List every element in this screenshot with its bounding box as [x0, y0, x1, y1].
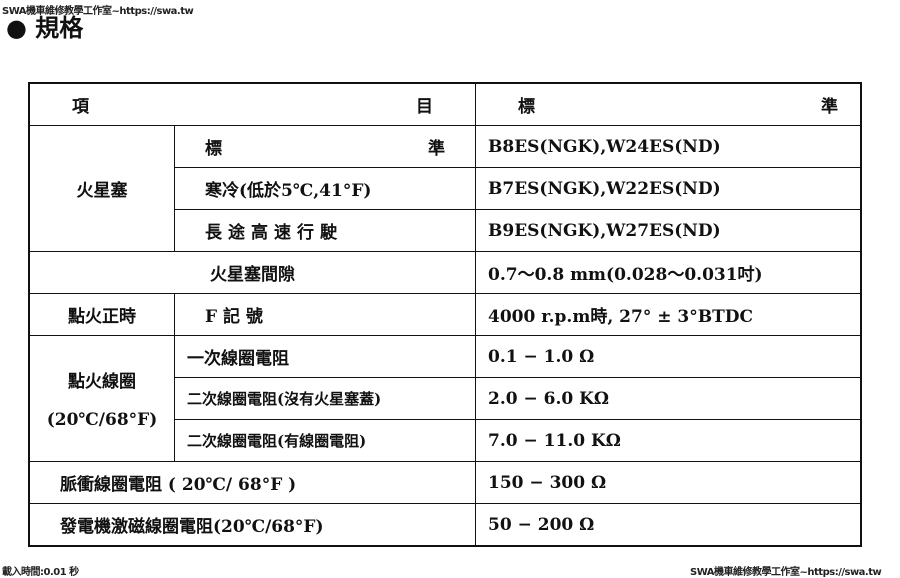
table-row: 二次線圈電阻(沒有火星塞蓋) 2.0 − 6.0 KΩ	[29, 377, 862, 420]
gap-label: 火星塞間隙	[28, 251, 476, 294]
row-name: 標	[205, 139, 222, 159]
gap-value: 0.7～0.8 mm(0.028～0.031吋)	[475, 251, 862, 294]
row-name: 二次線圈電阻(有線圈電阻)	[174, 419, 476, 462]
row-name: 準	[428, 139, 445, 159]
row-name: 一次線圈電阻	[174, 335, 476, 378]
header-std-left: 標	[518, 97, 535, 117]
row-value: 7.0 − 11.0 KΩ	[475, 419, 862, 462]
timing-value: 4000 r.p.m時, 27° ± 3°BTDC	[475, 293, 862, 336]
table-row: 點火正時 F 記 號 4000 r.p.m時, 27° ± 3°BTDC	[28, 293, 862, 336]
watermark-bottom: SWA機車維修教學工作室~https://swa.tw	[690, 567, 882, 578]
header-item-right: 目	[416, 97, 433, 117]
exciter-label: 發電機激磁線圈電阻(20℃/68°F)	[28, 503, 476, 547]
header-item-left: 項	[72, 97, 89, 117]
table-row: 火星塞間隙 0.7～0.8 mm(0.028～0.031吋)	[28, 251, 862, 294]
page-title: ● 規格	[6, 14, 84, 42]
timing-name: F 記 號	[174, 293, 476, 336]
coil-temp: (20℃/68°F)	[46, 410, 158, 430]
table-row: 火星塞 標 準 B8ES(NGK),W24ES(ND)	[28, 125, 862, 252]
spec-table: 項目 標準 火星塞 標準 B8ES(NGK),W24ES(ND) 寒冷(低於5℃…	[28, 82, 862, 547]
row-value: B9ES(NGK),W27ES(ND)	[475, 209, 862, 252]
table-row: 脈衝線圈電阻 ( 20℃/ 68°F ) 150 − 300 Ω	[28, 461, 862, 504]
timing-label: 點火正時	[28, 293, 175, 336]
table-header: 項目 標準	[28, 82, 862, 126]
exciter-value: 50 − 200 Ω	[475, 503, 862, 547]
table-row: 長途高速行駛 B9ES(NGK),W27ES(ND)	[29, 209, 862, 252]
coil-label: 點火線圈	[68, 372, 136, 392]
row-value: B7ES(NGK),W22ES(ND)	[475, 167, 862, 210]
header-std-right: 準	[821, 97, 838, 117]
row-name: 寒冷(低於5℃,41°F)	[174, 167, 476, 210]
table-row: 點火線圈 (20℃/68°F) 一次線圈電阻 0.1 − 1.0 Ω	[28, 335, 862, 462]
watermark-top: SWA機車維修教學工作室~https://swa.tw	[2, 6, 194, 17]
row-name: 長途高速行駛	[174, 209, 476, 252]
table-row: 寒冷(低於5℃,41°F) B7ES(NGK),W22ES(ND)	[29, 167, 862, 210]
row-value: 2.0 − 6.0 KΩ	[475, 377, 862, 420]
table-row: 二次線圈電阻(有線圈電阻) 7.0 − 11.0 KΩ	[29, 419, 862, 462]
load-time: 載入時間:0.01 秒	[2, 567, 79, 578]
pulse-label: 脈衝線圈電阻 ( 20℃/ 68°F )	[28, 461, 476, 504]
row-value: 0.1 − 1.0 Ω	[475, 335, 862, 378]
pulse-value: 150 − 300 Ω	[475, 461, 862, 504]
table-row: 發電機激磁線圈電阻(20℃/68°F) 50 − 200 Ω	[28, 503, 862, 547]
row-value: B8ES(NGK),W24ES(ND)	[475, 125, 862, 168]
row-name: 二次線圈電阻(沒有火星塞蓋)	[174, 377, 476, 420]
spark-plug-label: 火星塞	[28, 125, 175, 252]
